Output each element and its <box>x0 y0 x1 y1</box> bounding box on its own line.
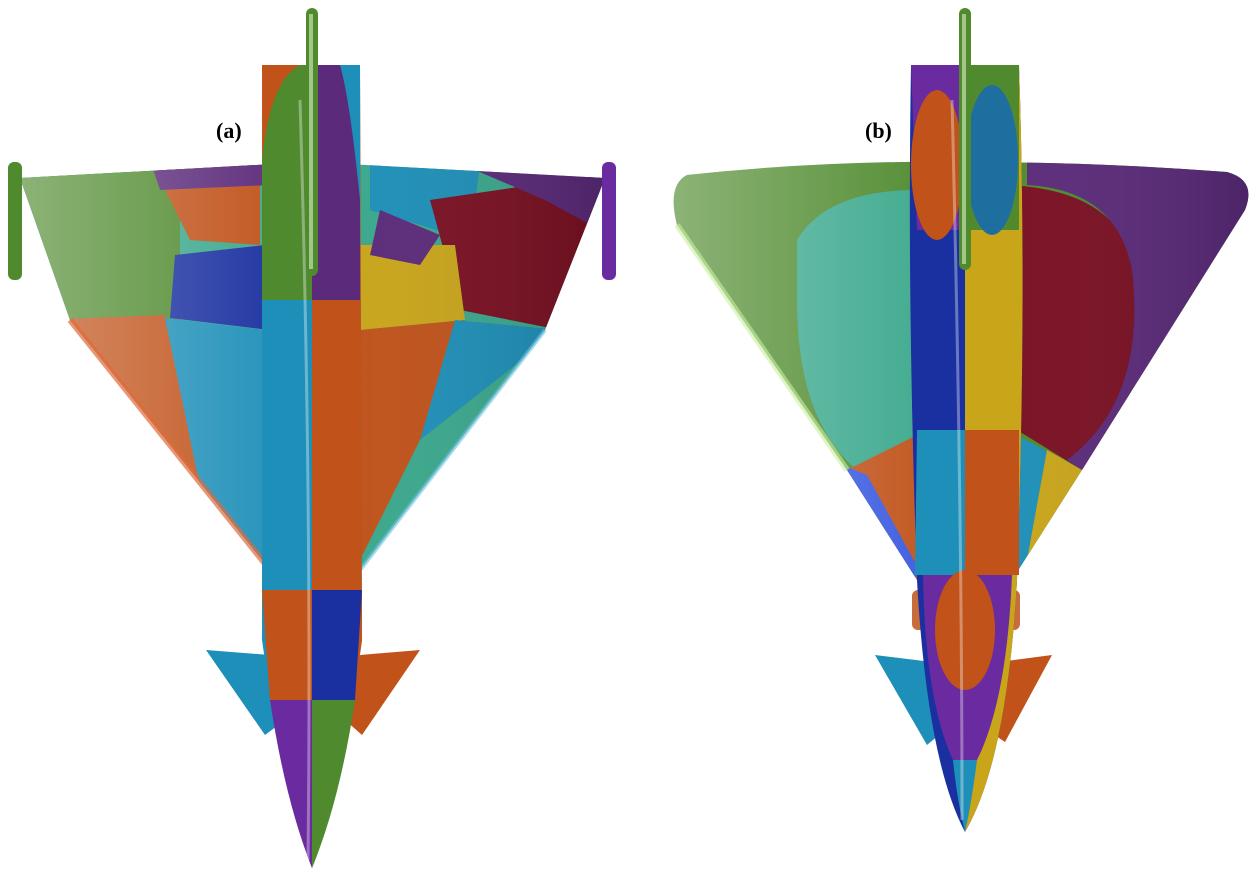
panel-label-a: (a) <box>216 118 242 143</box>
panel-b: (b) <box>627 0 1254 869</box>
right-wingtip-pod <box>602 162 616 280</box>
aircraft-a-illustration <box>8 8 616 868</box>
right-tailplane <box>345 650 420 735</box>
main-wing <box>20 162 605 590</box>
fuselage <box>262 65 362 868</box>
left-wingtip-pod <box>8 162 22 280</box>
aircraft-b-illustration <box>673 8 1249 832</box>
fuselage <box>909 65 1023 832</box>
panel-a: (a) <box>8 8 616 868</box>
panel-label-b: (b) <box>865 118 892 143</box>
left-tailplane <box>206 650 285 735</box>
